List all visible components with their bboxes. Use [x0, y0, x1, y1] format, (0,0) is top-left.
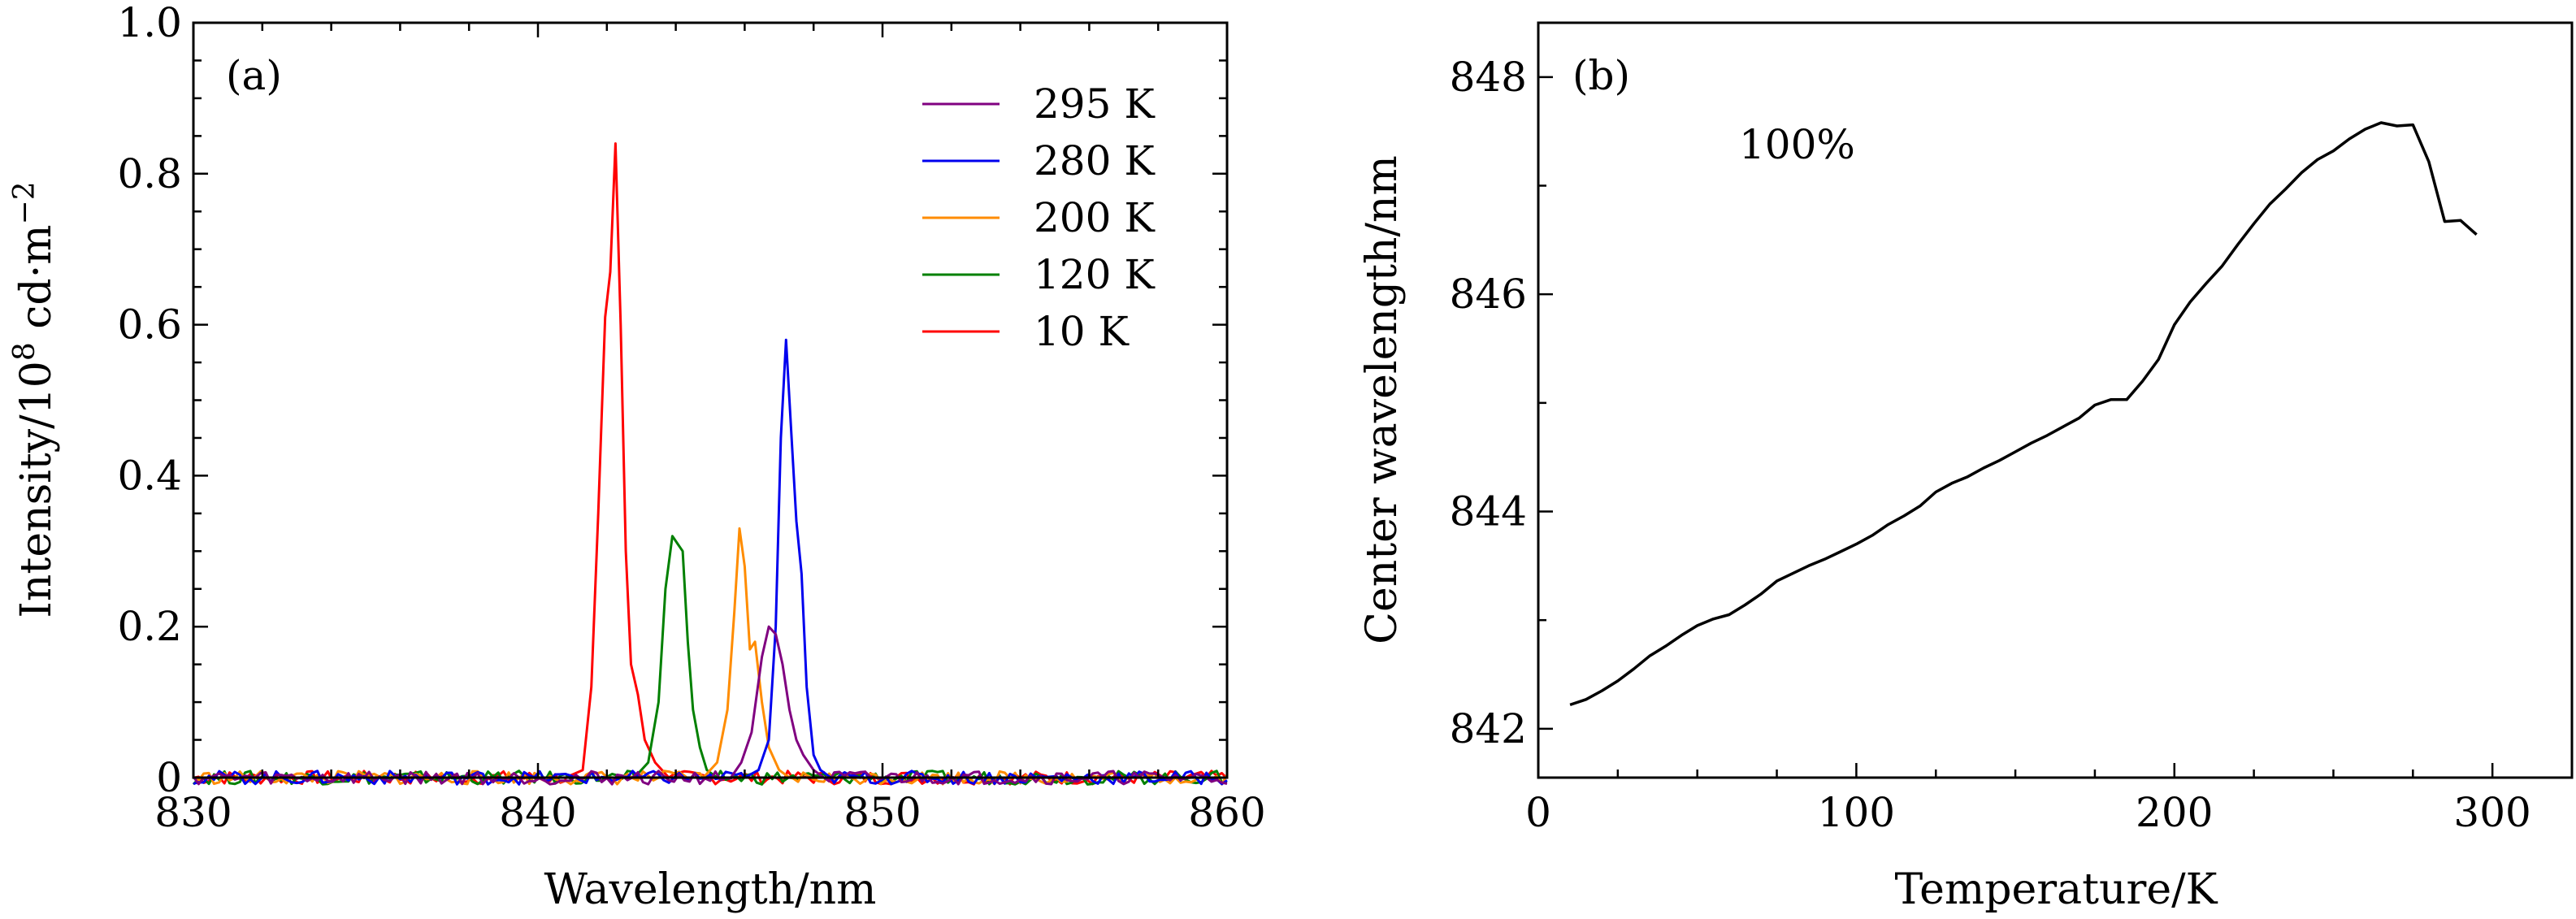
panel-a-ticks: 830 840 850 860 0 0.2 0.4 0.6 0.8 1.0	[117, 0, 1265, 836]
y-tick-label: 842	[1450, 705, 1527, 752]
panel-b: 0 100 200 300 842 844 846 848 (b) 100% Temperat…	[1358, 21, 2574, 914]
panel-b-ticks: 0 100 200 300 842 844 846 848	[1450, 54, 2574, 836]
series-line-295k	[192, 625, 1228, 786]
y-tick-label: 0.2	[117, 603, 182, 650]
legend-label: 120 K	[1034, 251, 1156, 298]
x-tick-label: 850	[843, 789, 921, 836]
y-tick-label: 0	[156, 754, 182, 801]
series-line-200k	[193, 527, 1229, 786]
y-tick-label: 0.4	[117, 452, 182, 499]
panel-b-plot-lines	[1569, 121, 2478, 707]
x-tick-label: 300	[2453, 789, 2530, 836]
series-line-280k	[193, 338, 1228, 786]
panel-a-frame	[192, 21, 1229, 779]
series-line-120k	[192, 535, 1228, 786]
y-tick-label: 1.0	[117, 0, 182, 46]
y-tick-label: 0.8	[117, 150, 182, 197]
legend-label: 10 K	[1034, 308, 1130, 355]
panel-b-frame	[1537, 21, 2574, 779]
x-tick-label: 0	[1525, 789, 1551, 836]
panel-b-label: (b)	[1572, 52, 1630, 99]
legend-label: 200 K	[1034, 194, 1156, 241]
panel-a-xlabel: Wavelength/nm	[544, 865, 877, 914]
panel-a-legend: 295 K 280 K 200 K 120 K 10 K	[922, 80, 1156, 355]
legend-label: 280 K	[1034, 137, 1156, 184]
series-line-center-wavelength	[1569, 121, 2478, 707]
panel-a-label: (a)	[226, 52, 282, 99]
x-tick-label: 200	[2136, 789, 2213, 836]
panel-b-xlabel: Temperature/K	[1894, 865, 2218, 914]
panel-a-ylabel: Intensity/108 cd·m−2	[8, 181, 61, 618]
legend-label: 295 K	[1034, 80, 1156, 128]
y-tick-label: 846	[1450, 271, 1527, 318]
y-tick-label: 844	[1450, 488, 1527, 535]
x-tick-label: 840	[499, 789, 576, 836]
panel-b-annotation: 100%	[1739, 121, 1855, 168]
y-tick-label: 848	[1450, 54, 1527, 101]
panel-b-ylabel: Center wavelength/nm	[1358, 155, 1407, 644]
x-tick-label: 100	[1818, 789, 1895, 836]
y-tick-label: 0.6	[117, 301, 182, 349]
x-tick-label: 830	[154, 789, 232, 836]
x-tick-label: 860	[1188, 789, 1265, 836]
panel-a: 830 840 850 860 0 0.2 0.4 0.6 0.8 1.0 (a) 295 K 28…	[8, 0, 1266, 914]
